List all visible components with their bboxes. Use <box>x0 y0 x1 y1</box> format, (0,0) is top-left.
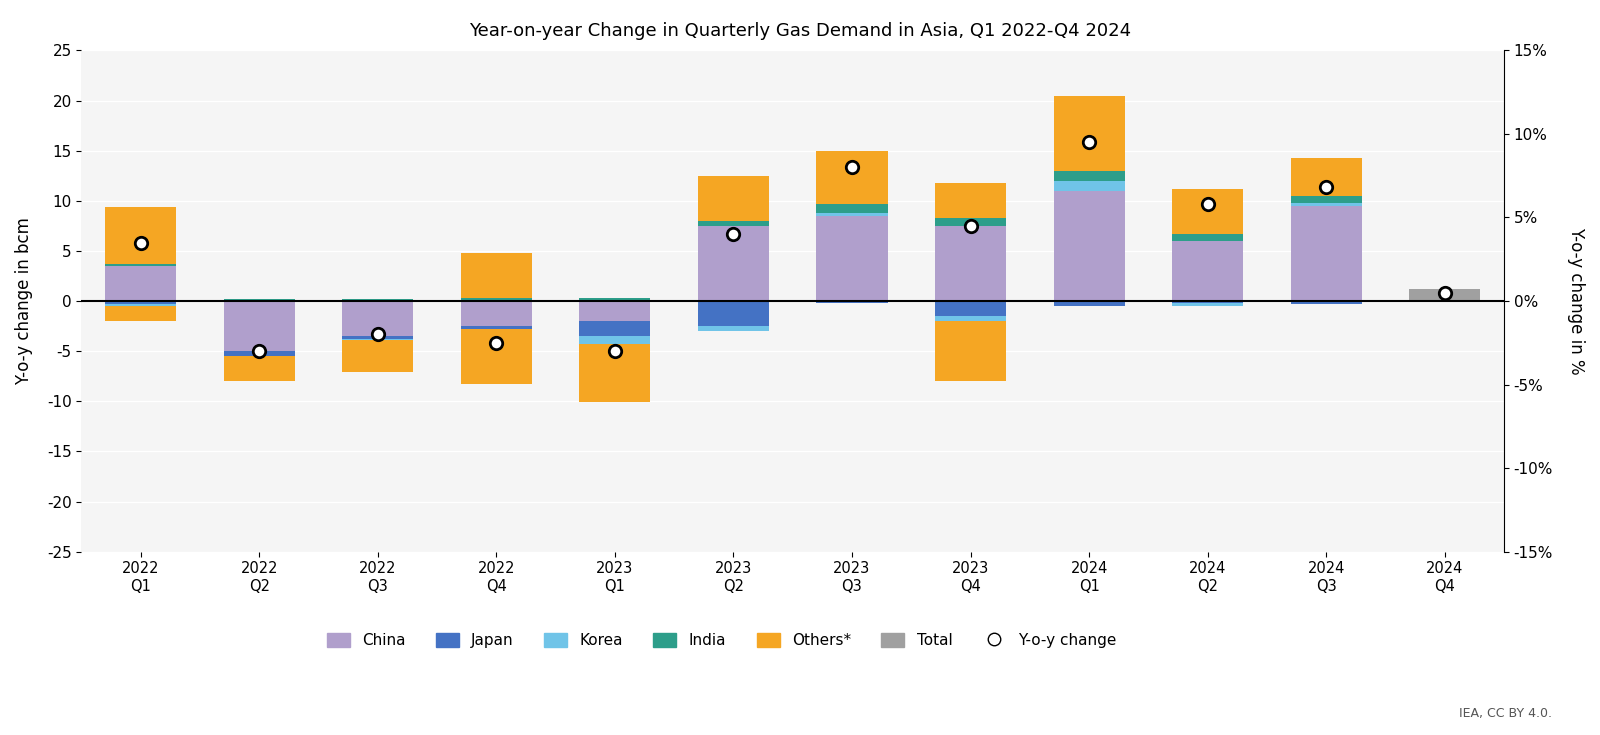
Bar <box>1173 301 1243 303</box>
Bar <box>698 226 770 301</box>
Bar <box>106 264 176 266</box>
Bar <box>1053 171 1125 181</box>
Bar <box>698 220 770 226</box>
Bar <box>934 226 1006 301</box>
Bar <box>579 336 651 344</box>
Bar <box>1053 96 1125 171</box>
Bar <box>1173 234 1243 241</box>
Bar <box>579 301 651 321</box>
Bar <box>1291 196 1362 203</box>
Bar <box>1173 303 1243 306</box>
Bar <box>106 306 176 321</box>
Bar <box>934 301 1006 316</box>
Text: Year-on-year Change in Quarterly Gas Demand in Asia, Q1 2022-Q4 2024: Year-on-year Change in Quarterly Gas Dem… <box>469 22 1131 40</box>
Bar <box>934 316 1006 321</box>
Bar <box>1410 289 1480 301</box>
Bar <box>342 336 413 339</box>
Bar <box>461 326 531 329</box>
Bar <box>342 299 413 301</box>
Bar <box>106 301 176 304</box>
Bar <box>1053 301 1125 306</box>
Bar <box>224 356 294 381</box>
Y-o-y change <box>1077 137 1102 148</box>
Bar <box>1053 191 1125 301</box>
Bar <box>1173 241 1243 301</box>
Bar <box>1173 189 1243 234</box>
Bar <box>579 321 651 336</box>
Bar <box>1291 301 1362 304</box>
Y-axis label: Y-o-y change in bcm: Y-o-y change in bcm <box>14 217 34 385</box>
Bar <box>224 299 294 301</box>
Bar <box>224 351 294 356</box>
Text: IEA, CC BY 4.0.: IEA, CC BY 4.0. <box>1459 707 1552 720</box>
Bar <box>698 176 770 220</box>
Y-o-y change <box>483 337 509 348</box>
Bar <box>698 326 770 331</box>
Bar <box>934 321 1006 381</box>
Bar <box>461 253 531 298</box>
Y-o-y change <box>838 162 864 173</box>
Bar <box>342 340 413 372</box>
Bar <box>106 304 176 306</box>
Bar <box>934 183 1006 218</box>
Y-o-y change <box>602 345 627 357</box>
Y-o-y change <box>1314 182 1339 193</box>
Y-o-y change <box>1432 287 1458 298</box>
Bar <box>1291 203 1362 206</box>
Bar <box>1053 181 1125 191</box>
Bar <box>816 151 888 204</box>
Y-o-y change <box>720 229 746 240</box>
Y-o-y change <box>958 220 984 232</box>
Bar <box>698 301 770 326</box>
Bar <box>1410 301 1480 302</box>
Bar <box>1291 206 1362 301</box>
Y-axis label: Y-o-y change in %: Y-o-y change in % <box>1566 227 1586 375</box>
Bar <box>342 301 413 336</box>
Bar <box>1291 158 1362 196</box>
Bar <box>224 301 294 351</box>
Bar <box>816 301 888 303</box>
Bar <box>816 204 888 213</box>
Bar <box>461 301 531 326</box>
Bar <box>579 298 651 301</box>
Y-o-y change <box>1195 198 1221 210</box>
Bar <box>342 339 413 340</box>
Bar <box>1410 289 1480 299</box>
Bar <box>1410 299 1480 301</box>
Bar <box>934 218 1006 226</box>
Bar <box>816 216 888 301</box>
Y-o-y change <box>365 329 390 340</box>
Bar <box>106 266 176 301</box>
Bar <box>816 213 888 216</box>
Bar <box>461 329 531 384</box>
Bar <box>579 344 651 402</box>
Bar <box>461 298 531 301</box>
Bar <box>106 207 176 264</box>
Y-o-y change <box>246 345 272 357</box>
Legend: China, Japan, Korea, India, Others*, Total, Y-o-y change: China, Japan, Korea, India, Others*, Tot… <box>320 627 1123 654</box>
Y-o-y change <box>128 237 154 248</box>
